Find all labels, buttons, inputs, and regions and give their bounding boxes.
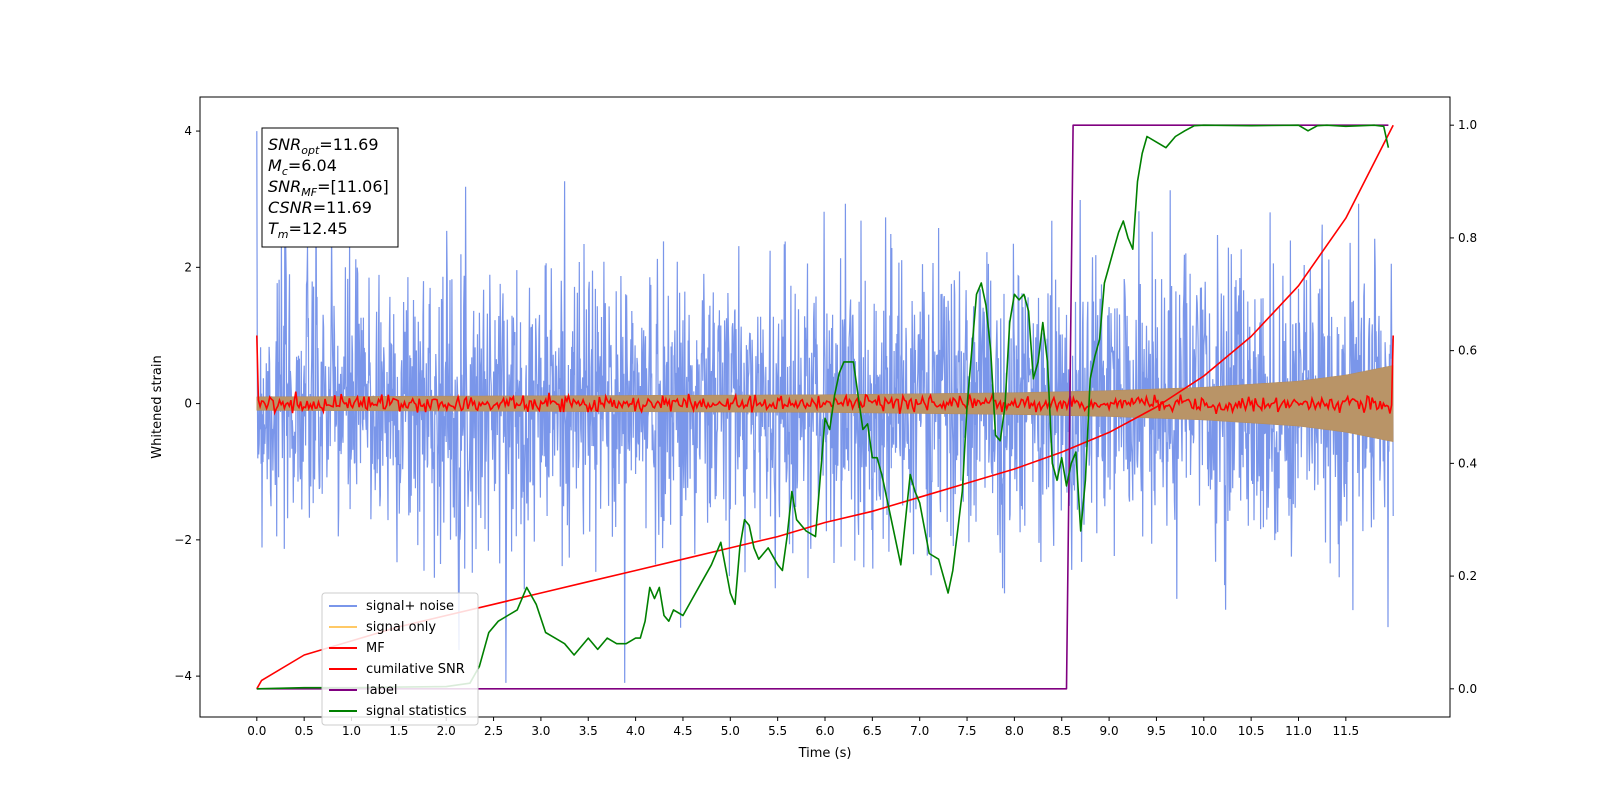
y-tick-label: −4 (174, 669, 192, 683)
x-axis-label: Time (s) (798, 746, 852, 761)
series-signal-statistics (256, 124, 1390, 690)
legend-frame (321, 592, 479, 726)
annotation-line: Tm=12.45 (268, 219, 348, 241)
y2-tick-label: 0.4 (1458, 456, 1477, 470)
x-tick-label: 7.5 (957, 724, 976, 738)
x-tick-label: 3.0 (531, 724, 550, 738)
x-tick-label: 0.0 (247, 724, 266, 738)
y-axis-label: Whitened strain (150, 355, 165, 458)
plot-area (256, 124, 1394, 690)
x-tick-label: 3.5 (579, 724, 598, 738)
y-tick-label: 0 (184, 397, 192, 411)
x-tick-label: 6.0 (815, 724, 834, 738)
y2-tick-label: 0.6 (1458, 344, 1477, 358)
y-tick-label: −2 (174, 533, 192, 547)
x-tick-label: 9.5 (1147, 724, 1166, 738)
x-tick-label: 11.0 (1285, 724, 1312, 738)
y-axis: 4 2 0 −2 −4 (174, 124, 200, 683)
y2-axis: 1.0 0.8 0.6 0.4 0.2 0.0 (1450, 118, 1477, 696)
x-tick-label: 1.0 (342, 724, 361, 738)
x-tick-label: 10.5 (1238, 724, 1265, 738)
legend-label: signal statistics (366, 704, 467, 719)
annotation-line: CSNR=11.69 (268, 198, 372, 217)
legend: signal+ noise signal only MF cumilative SNR… (321, 592, 479, 726)
legend-label: signal+ noise (366, 599, 454, 614)
y2-tick-label: 0.8 (1458, 231, 1477, 245)
series-mf (256, 335, 1394, 416)
x-tick-label: 6.5 (863, 724, 882, 738)
x-tick-label: 0.5 (295, 724, 314, 738)
x-tick-label: 4.0 (626, 724, 645, 738)
x-tick-label: 5.0 (721, 724, 740, 738)
annotation-box: SNRopt=11.69Mc=6.04SNRMF=[11.06]CSNR=11.… (261, 127, 399, 248)
x-tick-label: 7.0 (910, 724, 929, 738)
annotation-line: SNRopt=11.69 (268, 135, 379, 157)
y-tick-label: 2 (184, 260, 192, 274)
y2-tick-label: 0.0 (1458, 682, 1477, 696)
x-tick-label: 10.0 (1190, 724, 1217, 738)
x-tick-label: 1.5 (389, 724, 408, 738)
x-tick-label: 5.5 (768, 724, 787, 738)
annotation-line: Mc=6.04 (268, 156, 337, 178)
y-tick-label: 4 (184, 124, 192, 138)
legend-label: signal only (366, 620, 436, 635)
x-axis: 0.0 0.5 1.0 1.5 2.0 2.5 3.0 3.5 4.0 4.5 5.0 5.5 6.0 6… (247, 717, 1359, 738)
x-tick-label: 11.5 (1332, 724, 1359, 738)
x-tick-label: 4.5 (673, 724, 692, 738)
x-tick-label: 8.5 (1052, 724, 1071, 738)
legend-label: MF (366, 641, 385, 656)
annotation-frame (261, 127, 399, 248)
legend-label: label (366, 683, 397, 698)
series-signal-noise (256, 131, 1394, 683)
x-tick-label: 8.0 (1005, 724, 1024, 738)
legend-label: cumilative SNR (366, 662, 465, 677)
x-tick-label: 2.5 (484, 724, 503, 738)
y2-tick-label: 1.0 (1458, 118, 1477, 132)
y2-tick-label: 0.2 (1458, 569, 1477, 583)
annotation-line: SNRMF=[11.06] (268, 177, 389, 199)
x-tick-label: 2.0 (437, 724, 456, 738)
x-tick-label: 9.0 (1100, 724, 1119, 738)
